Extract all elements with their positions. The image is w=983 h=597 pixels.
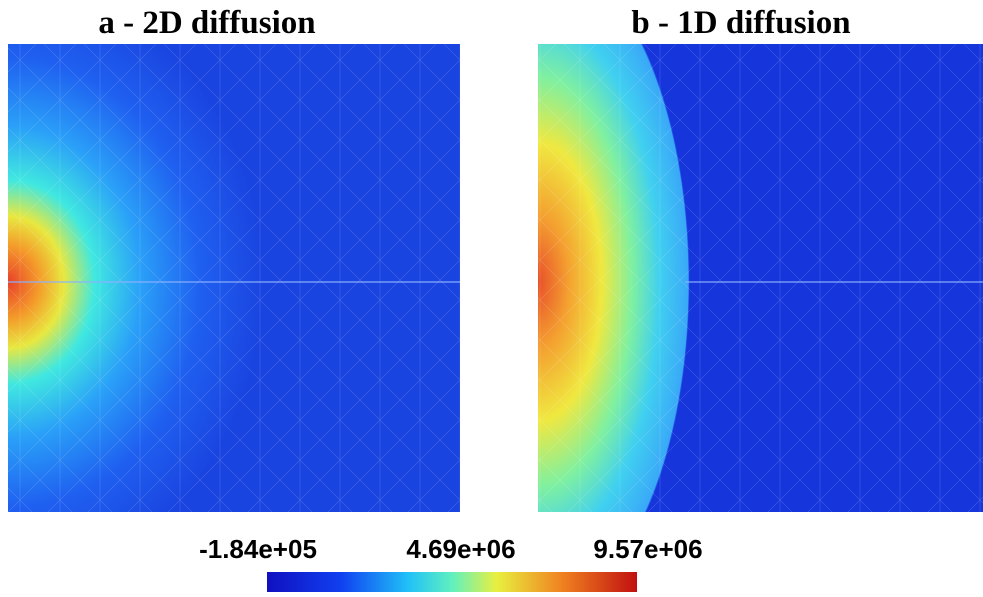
- panel-title: a - 2D diffusion: [98, 5, 315, 41]
- colorbar-label: 4.69e+06: [406, 534, 515, 564]
- colorbar-label: 9.57e+06: [593, 534, 702, 564]
- colorbar: [267, 572, 637, 592]
- panel-title: b - 1D diffusion: [631, 5, 850, 41]
- panel-a-field: [8, 44, 460, 512]
- colorbar-label: -1.84e+05: [199, 534, 317, 564]
- panel-b-field: [538, 44, 983, 512]
